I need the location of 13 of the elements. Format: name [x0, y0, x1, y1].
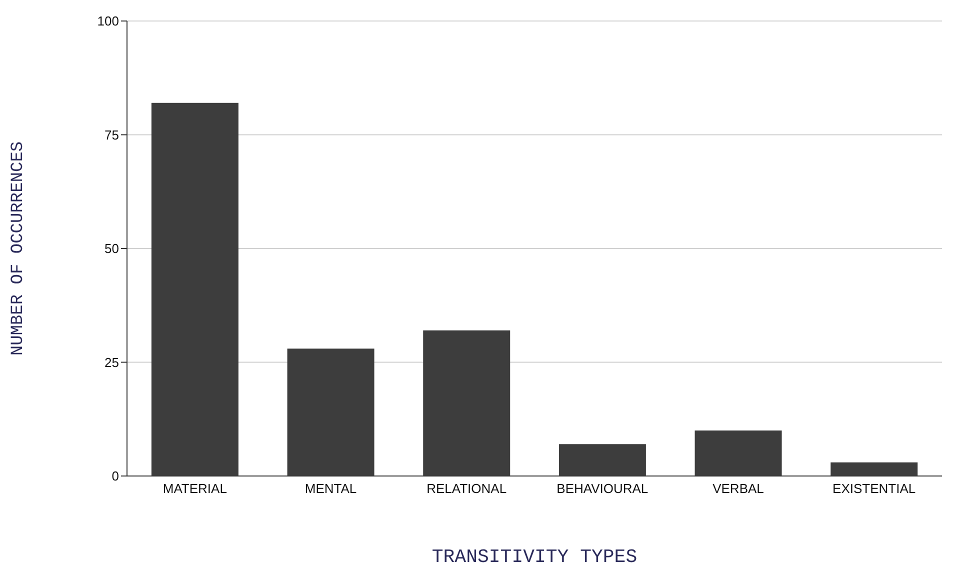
y-tick-label: 0 — [112, 468, 119, 484]
y-tick-label: 100 — [97, 14, 119, 29]
x-tick-label: VERBAL — [712, 481, 764, 496]
x-tick-label: MATERIAL — [162, 481, 227, 496]
x-tick-label: BEHAVIOURAL — [556, 481, 648, 496]
x-axis-title: TRANSITIVITY TYPES — [432, 546, 638, 568]
x-tick-label: RELATIONAL — [426, 481, 507, 496]
x-tick-label: MENTAL — [304, 481, 357, 496]
y-tick-label: 50 — [104, 241, 119, 256]
x-tick-label: EXISTENTIAL — [832, 481, 916, 496]
y-tick-label: 75 — [104, 127, 119, 142]
y-axis-title: NUMBER OF OCCURRENCES — [9, 141, 28, 356]
y-tick-label: 25 — [104, 354, 119, 370]
